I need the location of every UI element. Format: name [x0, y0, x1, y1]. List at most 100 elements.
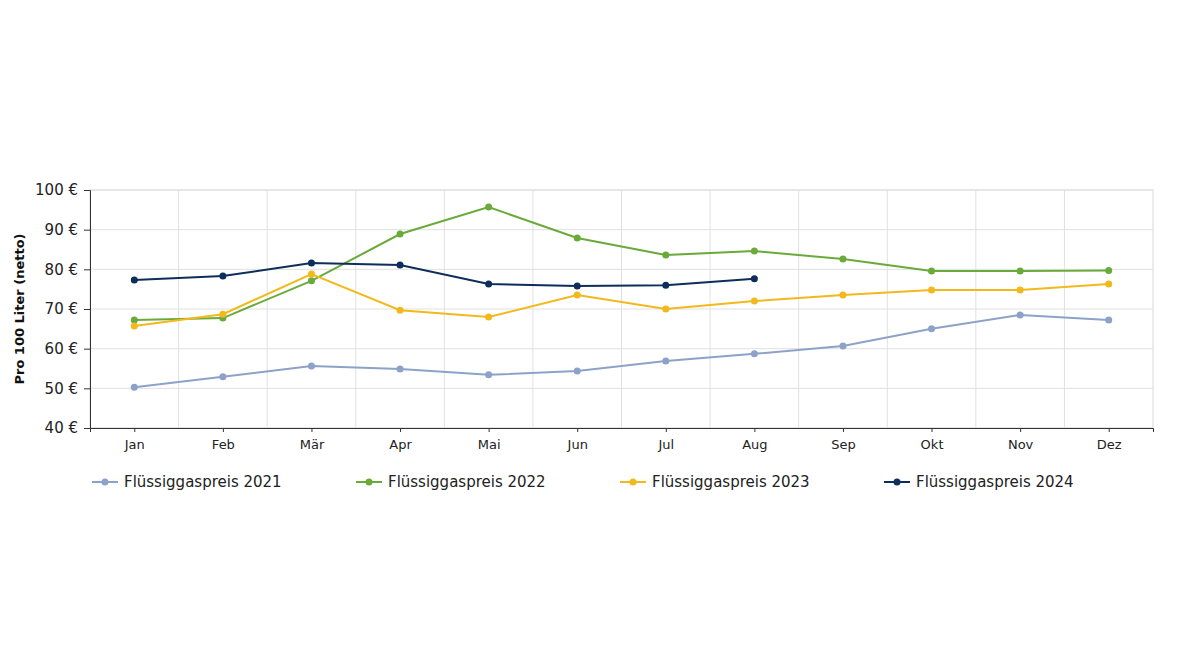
grid-line-vertical	[444, 190, 445, 428]
series-point	[308, 259, 315, 266]
series-point	[1017, 286, 1024, 293]
x-tick-mark	[1020, 428, 1021, 432]
legend-label: Flüssiggaspreis 2022	[388, 473, 546, 491]
y-tick-mark	[84, 269, 90, 270]
x-tick-mark	[577, 428, 578, 432]
series-point	[839, 342, 846, 349]
x-tick-mark	[489, 428, 490, 432]
x-tick-mark	[311, 428, 312, 432]
series-point	[485, 281, 492, 288]
series-point	[485, 371, 492, 378]
y-tick-label: 100 €	[35, 181, 78, 199]
legend-label: Flüssiggaspreis 2021	[124, 473, 282, 491]
x-tick-label: Aug	[742, 437, 767, 452]
grid-line-vertical	[975, 190, 976, 428]
x-axis: Jan Feb Mär Apr Mai Jun Jul Aug Sep Okt Nov Dez	[91, 428, 1154, 452]
series-point	[308, 277, 315, 284]
series-point	[308, 271, 315, 278]
y-tick-mark	[84, 388, 90, 389]
series-point	[574, 367, 581, 374]
x-tick-label: Jul	[657, 437, 674, 452]
x-tick-label: Mai	[478, 437, 501, 452]
y-tick-label: 50 €	[45, 380, 78, 398]
series-point	[397, 231, 404, 238]
y-tick-label: 90 €	[45, 221, 78, 239]
y-tick: 90 €	[45, 221, 90, 239]
x-tick: Jul	[657, 428, 674, 452]
y-tick: 70 €	[45, 300, 90, 318]
legend-marker	[366, 479, 373, 486]
x-tick: Nov	[1008, 428, 1034, 452]
y-axis-line	[84, 191, 91, 429]
grid-line-vertical	[355, 190, 356, 428]
x-tick: Dez	[1097, 428, 1122, 452]
series-point	[308, 363, 315, 370]
series-point	[485, 313, 492, 320]
series-point	[662, 282, 669, 289]
x-tick-label: Jan	[124, 437, 145, 452]
x-tick-label: Jun	[567, 437, 588, 452]
series-line	[134, 315, 1108, 387]
x-tick: Jan	[124, 428, 145, 452]
series-point	[131, 384, 138, 391]
y-tick-label: 40 €	[45, 419, 78, 437]
x-tick: Feb	[212, 428, 235, 452]
x-tick-label: Apr	[389, 437, 412, 452]
x-tick-mark	[932, 428, 933, 432]
y-tick: 40 €	[45, 419, 90, 437]
series-point	[219, 373, 226, 380]
x-tick: Aug	[742, 428, 767, 452]
y-axis: 40 € 50 € 60 € 70 € 80 € 90 € 100 €	[35, 181, 90, 437]
series-point	[1017, 267, 1024, 274]
x-tick-mark	[754, 428, 755, 432]
series-point	[928, 267, 935, 274]
series-point	[574, 234, 581, 241]
legend-marker	[630, 479, 637, 486]
y-tick-mark	[84, 428, 90, 429]
y-tick-mark	[84, 349, 90, 350]
series-point	[839, 292, 846, 299]
series-point	[1105, 267, 1112, 274]
series-point	[1105, 317, 1112, 324]
x-tick-mark	[223, 428, 224, 432]
series-point	[397, 261, 404, 268]
series-point	[397, 365, 404, 372]
x-tick-mark	[134, 428, 135, 432]
y-tick: 100 €	[35, 181, 90, 199]
series-point	[219, 273, 226, 280]
x-tick-label: Sep	[831, 437, 856, 452]
x-tick-mark	[666, 428, 667, 432]
chart: 40 € 50 € 60 € 70 € 80 € 90 € 100 € Jan Feb Mär Ap…	[0, 0, 1184, 667]
grid-line-vertical	[798, 190, 799, 428]
series-point	[928, 286, 935, 293]
series-point	[1105, 281, 1112, 288]
x-tick: Sep	[831, 428, 856, 452]
grid-line-vertical	[532, 190, 533, 428]
legend-marker	[894, 479, 901, 486]
x-tick-label: Feb	[212, 437, 235, 452]
x-axis-line	[91, 429, 1154, 433]
x-tick: Mär	[300, 428, 325, 452]
grid-line-vertical	[1064, 190, 1065, 428]
series-point	[219, 311, 226, 318]
y-tick-mark	[84, 309, 90, 310]
y-tick: 60 €	[45, 340, 90, 358]
series-point	[751, 298, 758, 305]
plot-frame	[90, 190, 1153, 428]
y-tick-label: 80 €	[45, 261, 78, 279]
series-point	[662, 306, 669, 313]
series-point	[1017, 311, 1024, 318]
x-tick-label: Dez	[1097, 437, 1122, 452]
x-tick: Okt	[921, 428, 944, 452]
y-tick-mark	[84, 230, 90, 231]
legend-item: Flüssiggaspreis 2024	[884, 473, 1074, 491]
grid	[90, 190, 1153, 428]
x-tick-label: Mär	[300, 437, 325, 452]
legend-marker	[102, 479, 109, 486]
legend-item: Flüssiggaspreis 2022	[356, 473, 546, 491]
series-point	[751, 350, 758, 357]
series-point	[662, 357, 669, 364]
grid-line-vertical	[710, 190, 711, 428]
grid-line-vertical	[178, 190, 179, 428]
series-point	[131, 323, 138, 330]
